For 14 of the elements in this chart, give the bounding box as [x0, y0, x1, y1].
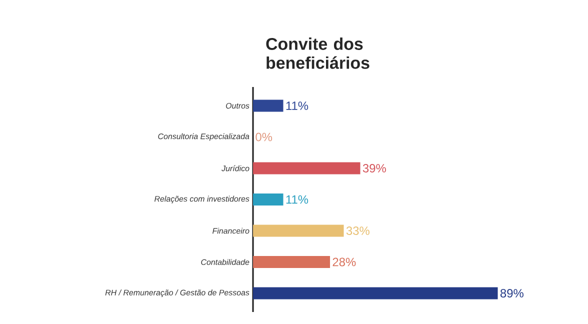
data-label: 89% [500, 289, 524, 298]
bar [253, 100, 284, 112]
chart-title: Convite dos beneficiários [266, 38, 370, 69]
data-label: 33% [346, 226, 370, 235]
data-label: 11% [286, 195, 308, 204]
bar [253, 162, 360, 174]
bar [253, 194, 284, 206]
data-label: 28% [332, 258, 356, 266]
data-label: 11% [286, 102, 308, 110]
bar [253, 224, 344, 237]
bar [253, 287, 498, 300]
data-label: 0% [256, 132, 272, 142]
bar [253, 256, 330, 268]
data-label: 39% [362, 164, 386, 172]
